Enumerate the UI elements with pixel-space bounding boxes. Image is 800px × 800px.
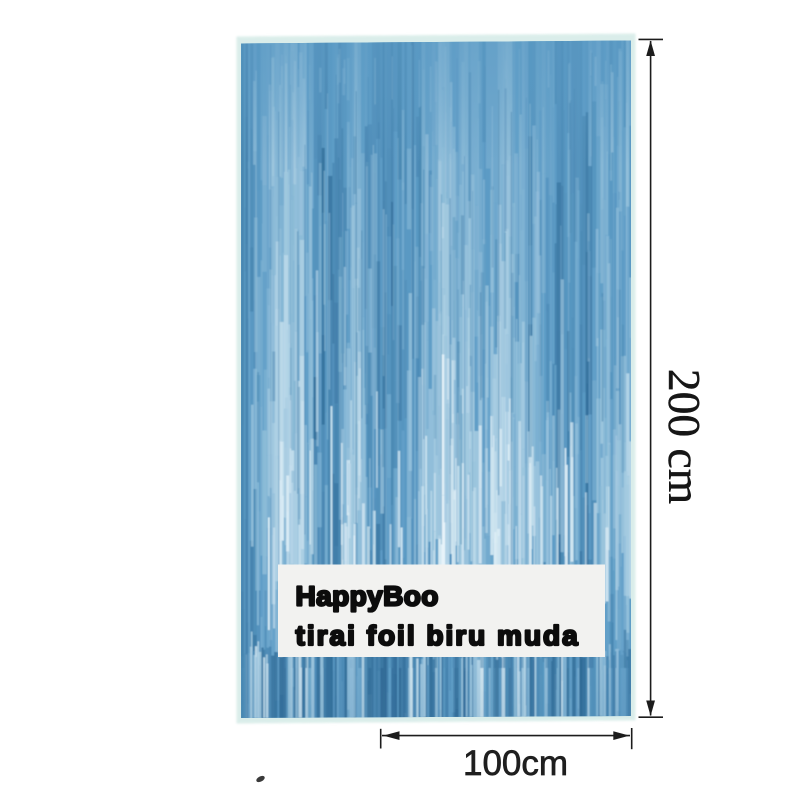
svg-text:tirai foil biru muda: tirai foil biru muda	[296, 620, 580, 651]
svg-text:200 cm: 200 cm	[659, 369, 710, 504]
svg-text:100cm: 100cm	[463, 744, 568, 783]
svg-text:HappyBoo: HappyBoo	[296, 581, 439, 612]
